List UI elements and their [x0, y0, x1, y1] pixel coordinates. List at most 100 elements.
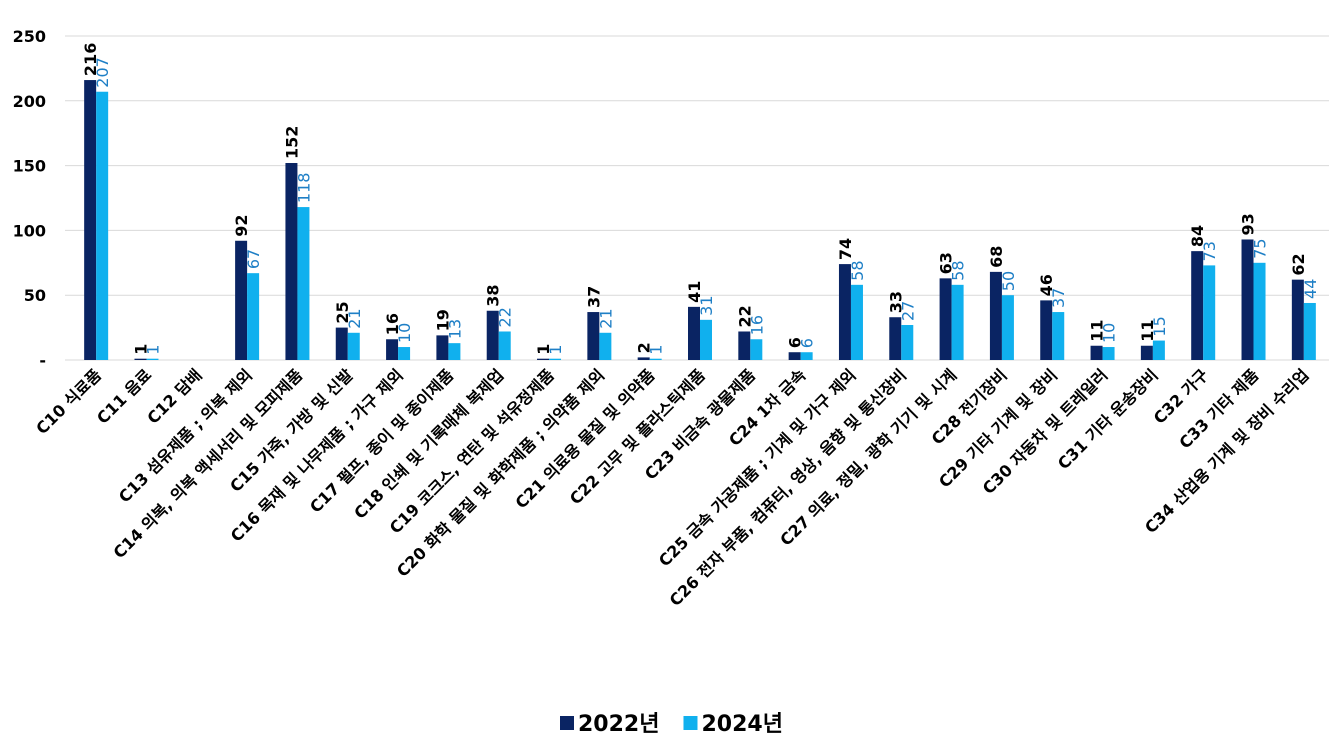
bar: [1291, 279, 1304, 360]
bar: [297, 207, 310, 360]
value-label: 152: [282, 126, 301, 159]
value-label: 38: [484, 284, 503, 306]
bar: [1140, 345, 1153, 360]
legend: 2022년 2024년: [560, 712, 783, 737]
bar: [951, 284, 964, 360]
bar: [549, 358, 562, 360]
value-label: 67: [244, 249, 263, 269]
y-tick-label: 200: [13, 92, 46, 111]
bar: [599, 332, 612, 360]
value-label: 50: [999, 271, 1018, 291]
value-label: 25: [333, 301, 352, 323]
bar: [146, 358, 159, 360]
bar: [134, 358, 147, 360]
bar: [386, 339, 399, 360]
bar: [1191, 251, 1204, 360]
bar: [1001, 295, 1014, 360]
value-label: 27: [898, 301, 917, 321]
value-label: 6: [798, 338, 817, 348]
bar: [738, 331, 751, 360]
value-label: 31: [697, 295, 716, 315]
value-label: 1: [131, 344, 150, 355]
value-label: 22: [496, 307, 515, 327]
legend-label: 2024년: [701, 712, 782, 737]
bar: [285, 163, 298, 360]
bar: [335, 327, 348, 360]
value-label: 58: [949, 260, 968, 280]
legend-swatch: [560, 716, 574, 730]
value-label: 2: [635, 342, 654, 353]
value-label: 10: [395, 323, 414, 343]
value-label: 6: [786, 337, 805, 348]
bar: [889, 317, 902, 360]
y-tick-label: 250: [13, 27, 46, 46]
bar: [84, 80, 97, 361]
legend-swatch: [683, 716, 698, 730]
y-tick-label: 100: [13, 221, 46, 240]
value-label: 21: [596, 308, 615, 328]
value-label: 1: [143, 345, 162, 355]
bar: [637, 357, 650, 360]
legend-label: 2022년: [578, 712, 659, 737]
value-label: 92: [232, 215, 251, 237]
bar: [436, 335, 449, 360]
bar: [989, 271, 1002, 360]
bar: [700, 319, 712, 360]
value-label: 22: [735, 305, 754, 327]
x-tick-label: C26 전자 부품, 컴퓨터, 영상, 음향 및 통신장비: [666, 365, 910, 609]
value-label: 33: [886, 291, 905, 313]
value-label: 44: [1301, 279, 1320, 299]
bar: [1203, 265, 1216, 360]
bar: [838, 264, 851, 360]
bar: [1102, 347, 1115, 360]
bar: [398, 347, 411, 360]
value-label: 21: [345, 308, 364, 328]
x-tick-label: C10 식료품: [32, 365, 105, 438]
bar: [649, 358, 662, 360]
bar: [96, 91, 109, 360]
value-label: 118: [294, 173, 313, 204]
value-label: 37: [1049, 288, 1068, 308]
bar: [1052, 312, 1065, 360]
value-label: 16: [383, 313, 402, 335]
bar: [1090, 345, 1103, 360]
bar: [1152, 340, 1165, 360]
value-label: 46: [1037, 274, 1056, 296]
bar: [901, 325, 914, 360]
bar: [486, 310, 499, 360]
bar: [498, 331, 511, 360]
value-label: 1: [534, 344, 553, 355]
bar: [347, 332, 360, 360]
bar: [788, 352, 801, 360]
value-label: 93: [1239, 213, 1258, 235]
value-label: 207: [93, 57, 112, 88]
value-label: 11: [1088, 319, 1107, 341]
y-tick-label: -: [39, 351, 46, 370]
bar: [688, 306, 700, 360]
bar: [800, 352, 813, 360]
value-label: 11: [1138, 319, 1157, 341]
bar: [1241, 239, 1254, 360]
value-label: 13: [445, 319, 464, 339]
bar: [537, 358, 550, 360]
bar: [448, 343, 461, 360]
value-label: 75: [1251, 238, 1270, 258]
value-label: 1: [546, 345, 565, 355]
bar: [1303, 302, 1316, 360]
bar: [587, 312, 600, 360]
value-label: 1: [647, 345, 666, 355]
value-label: 10: [1100, 323, 1119, 343]
value-label: 68: [987, 246, 1006, 268]
bar: [850, 284, 863, 360]
value-label: 16: [747, 315, 766, 335]
bar: [750, 339, 763, 360]
value-label: 19: [433, 309, 452, 331]
bar: [235, 240, 248, 360]
value-label: 84: [1188, 225, 1207, 247]
y-tick-label: 50: [24, 286, 46, 305]
value-label: 41: [685, 281, 704, 303]
bar: [1040, 300, 1053, 360]
value-label: 63: [937, 252, 956, 274]
bar: [939, 278, 952, 360]
